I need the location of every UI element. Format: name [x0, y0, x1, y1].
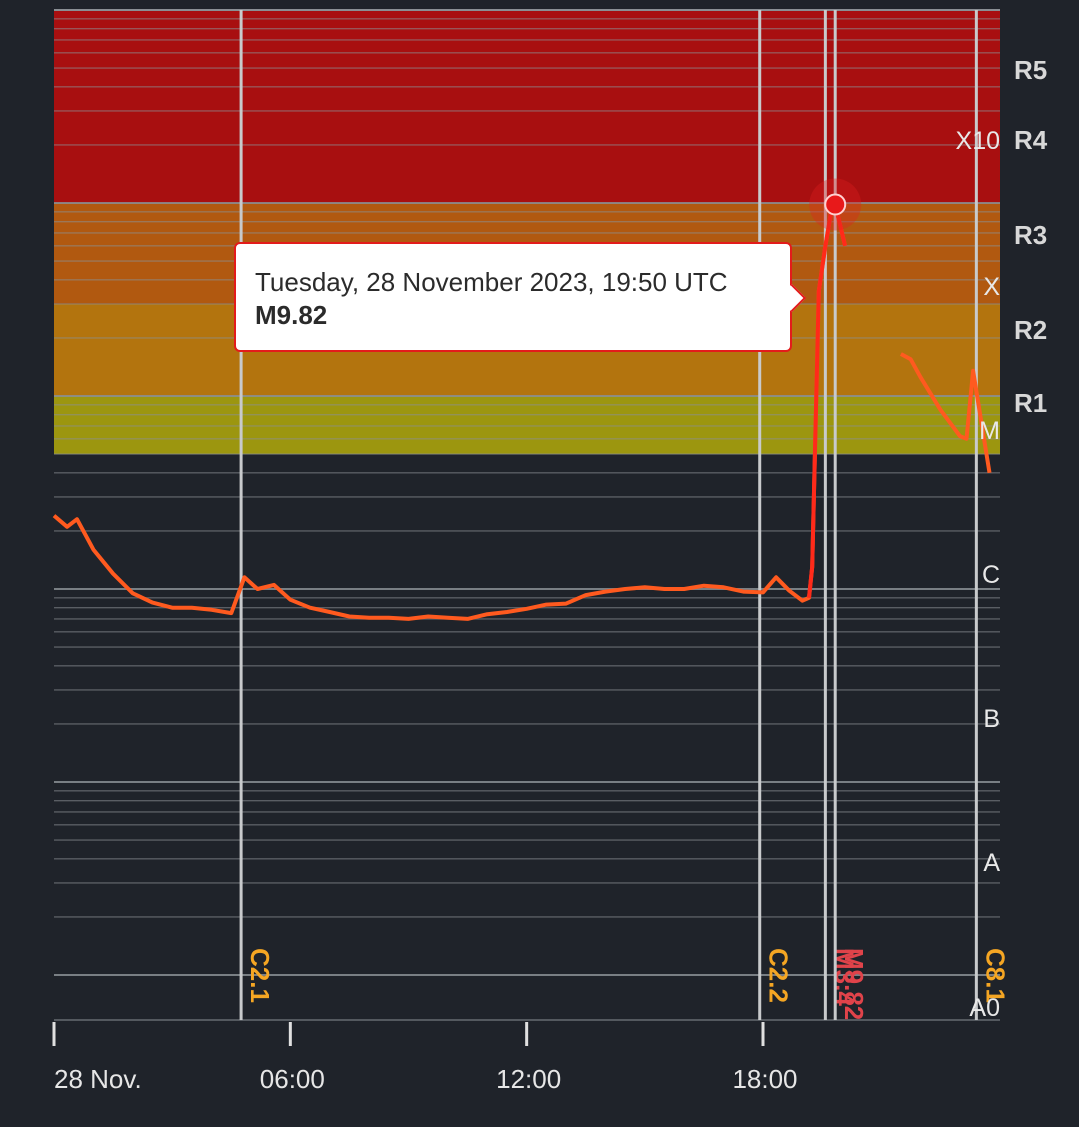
level-label: R2 — [1014, 315, 1047, 345]
flare-marker-label: C2.2 — [764, 948, 794, 1003]
tooltip-date: Tuesday, 28 November 2023, 19:50 UTC — [255, 267, 728, 297]
level-label: X10 — [956, 127, 1000, 155]
level-label: X — [983, 273, 1000, 301]
level-label: R1 — [1014, 388, 1047, 418]
flare-marker-label: M9.82 — [839, 948, 869, 1020]
tooltip-value: M9.82 — [255, 300, 328, 330]
flux-line-segment — [899, 352, 992, 474]
peak-marker — [809, 178, 862, 231]
flare-marker-label: C2.1 — [245, 948, 275, 1003]
level-label: M — [979, 417, 1000, 445]
x-tick-label: 18:00 — [732, 1064, 797, 1094]
level-label: A — [983, 849, 1000, 877]
grid-lines — [54, 9, 1000, 1021]
level-label: B — [983, 705, 1000, 733]
level-label: R4 — [1014, 125, 1048, 155]
level-label: R3 — [1014, 220, 1047, 250]
level-labels: R5 X10 R4 R3 X R2 R1 M C B A A0 — [956, 55, 1048, 1022]
flare-markers: C2.1 C2.2 M3.4M9.82 C8.1 — [239, 10, 1010, 1020]
x-axis: 28 Nov. 06:00 12:00 18:00 — [52, 1022, 798, 1094]
level-label: R5 — [1014, 55, 1047, 85]
x-tick-label: 12:00 — [496, 1064, 561, 1094]
x-tick-label: 06:00 — [260, 1064, 325, 1094]
peak-point — [824, 193, 847, 216]
band-0 — [54, 10, 1000, 203]
band-3 — [54, 396, 1000, 455]
flux-line-segment — [52, 202, 848, 621]
x-tick-label: 28 Nov. — [54, 1064, 142, 1094]
chart-tooltip: Tuesday, 28 November 2023, 19:50 UTC M9.… — [234, 242, 807, 352]
alert-bands — [54, 10, 1000, 455]
level-label: A0 — [969, 994, 1000, 1022]
flare-marker-label: C8.1 — [980, 948, 1010, 1003]
level-label: C — [982, 561, 1000, 589]
